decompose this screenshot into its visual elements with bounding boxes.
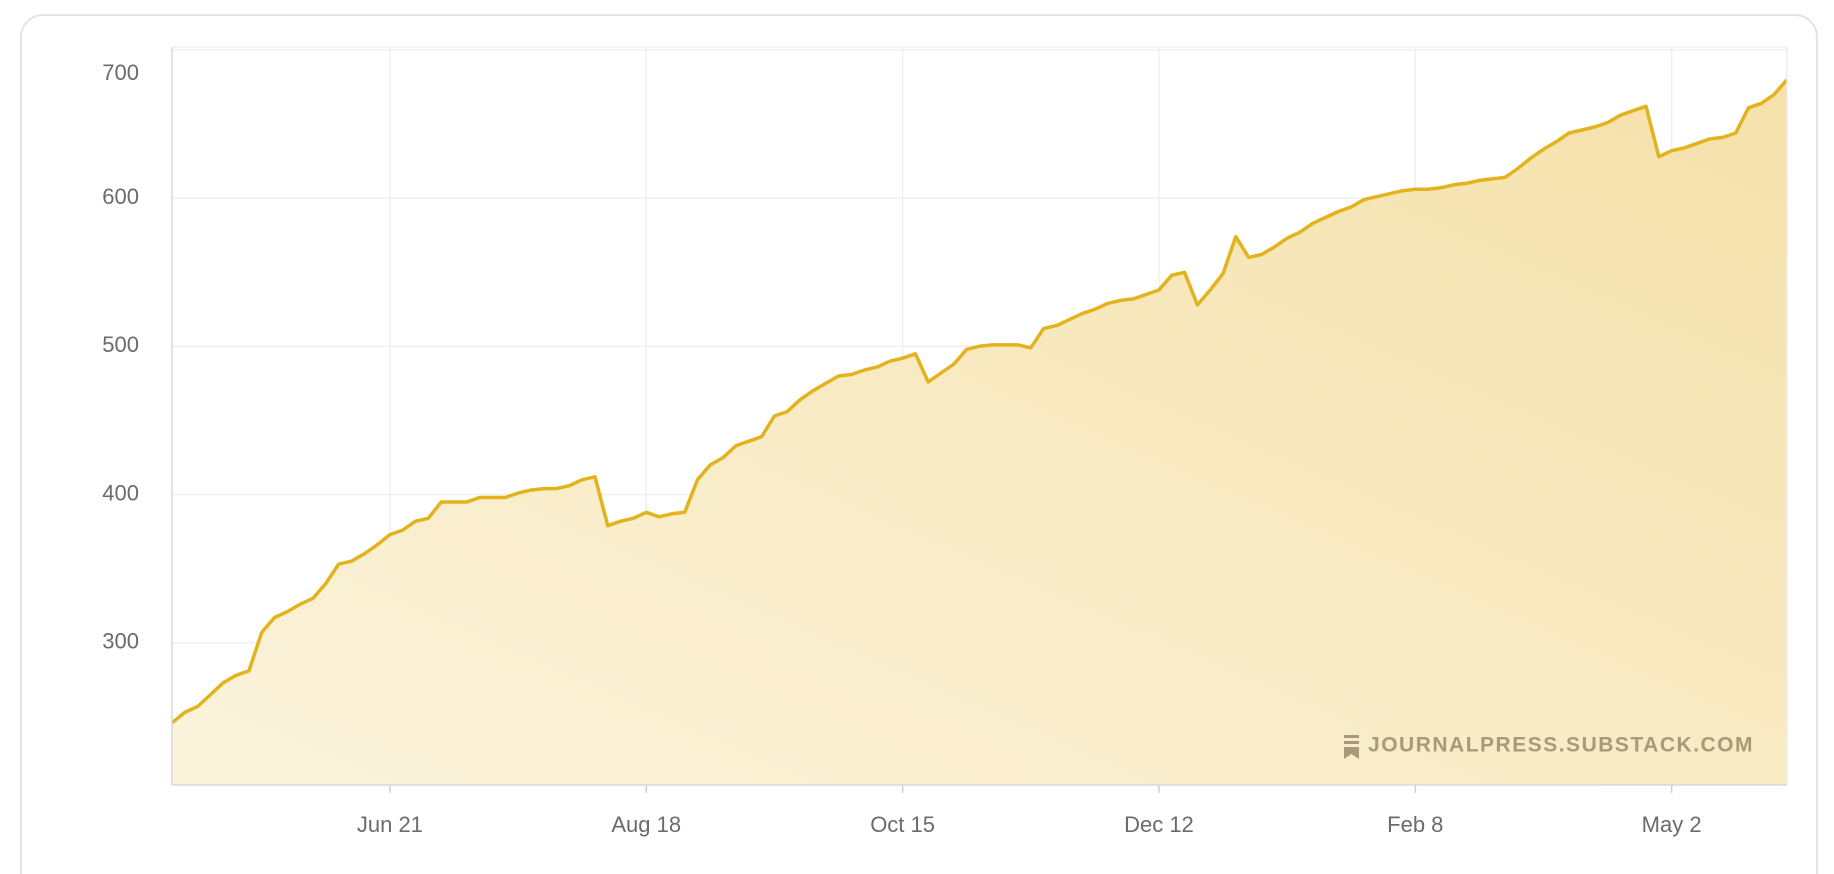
x-tick-label: Jun 21 <box>357 812 423 837</box>
x-tick-label: May 2 <box>1642 812 1702 837</box>
y-tick-label: 600 <box>102 184 139 209</box>
watermark-icon <box>1344 735 1359 759</box>
y-tick-label: 500 <box>102 332 139 357</box>
y-tick-label: 400 <box>102 480 139 505</box>
watermark: JOURNALPRESS.SUBSTACK.COM <box>1368 734 1754 757</box>
y-tick-label: 300 <box>102 629 139 654</box>
x-tick-label: Feb 8 <box>1387 812 1443 837</box>
line <box>170 78 1789 725</box>
area <box>172 79 1787 786</box>
y-tick-label: 700 <box>102 60 139 85</box>
plot-area: 300 400 500 600 700 Jun 21 Aug 18 Oct 15 Dec 12 F… <box>102 46 1789 837</box>
x-tick-label: Oct 15 <box>870 812 935 837</box>
x-tick-label: Aug 18 <box>611 812 681 837</box>
x-tick-label: Dec 12 <box>1124 812 1194 837</box>
